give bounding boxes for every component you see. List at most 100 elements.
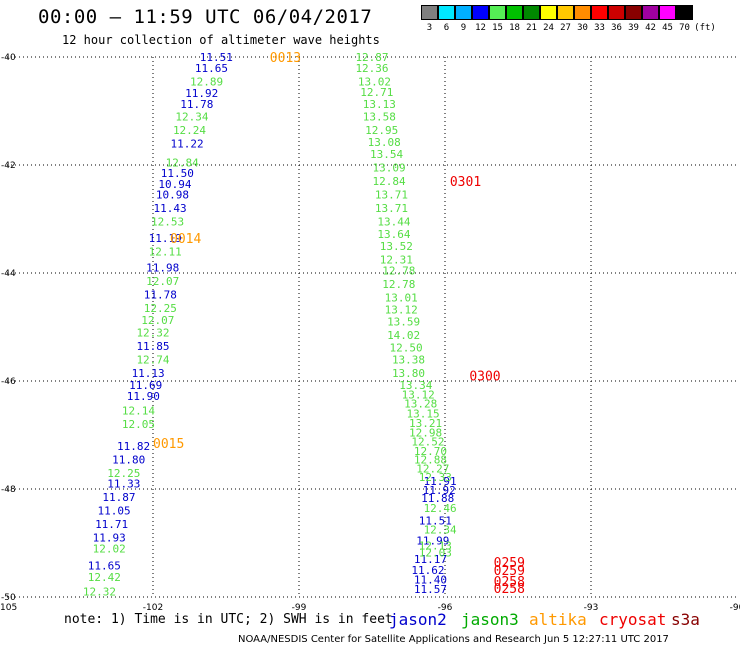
jason2-wave-height-label: 11.99: [416, 534, 449, 547]
jason2-wave-height-label: 10.98: [156, 189, 189, 202]
y-tick-label: -46: [1, 377, 16, 387]
colorbar-label: 39: [628, 23, 639, 33]
jason2-wave-height-label: 11.22: [171, 137, 204, 150]
colorbar-label: 45: [662, 23, 673, 33]
jason3-wave-height-label: 12.84: [372, 175, 405, 188]
page-title: 00:00 – 11:59 UTC 06/04/2017: [38, 6, 373, 28]
colorbar-unit: (ft): [694, 23, 716, 33]
jason2-wave-height-label: 11.90: [127, 390, 160, 403]
footnote: note: 1) Time is in UTC; 2) SWH is in fe…: [64, 612, 393, 627]
jason3-wave-height-label: 12.52: [411, 435, 444, 448]
x-tick-label: -102: [143, 603, 163, 610]
jason3-wave-height-label: 12.11: [149, 245, 182, 258]
jason2-wave-height-label: 11.33: [107, 478, 140, 491]
jason3-wave-height-label: 12.46: [424, 502, 457, 515]
page-subtitle: 12 hour collection of altimeter wave hei…: [62, 33, 380, 47]
jason3-wave-height-label: 13.28: [404, 398, 437, 411]
jason3-wave-height-label: 12.05: [122, 418, 155, 431]
colorbar-label: 6: [443, 23, 450, 33]
jason3-wave-height-label: 13.71: [375, 202, 408, 215]
jason3-wave-height-label: 13.08: [368, 136, 401, 149]
jason3-wave-height-label: 13.13: [363, 98, 396, 111]
cryosat-time-label: 0258: [494, 582, 525, 597]
jason3-wave-height-label: 12.34: [424, 524, 457, 537]
jason3-wave-height-label: 12.78: [382, 264, 415, 277]
jason3-wave-height-label: 12.78: [382, 278, 415, 291]
colorbar-label: 33: [594, 23, 605, 33]
colorbar-label: 36: [611, 23, 622, 33]
y-tick-label: -48: [1, 485, 16, 495]
jason2-wave-height-label: 11.43: [153, 202, 186, 215]
x-tick-label: -93: [584, 603, 599, 610]
colorbar-swatch: [455, 5, 472, 20]
jason3-wave-height-label: 12.07: [141, 314, 174, 327]
jason3-wave-height-label: 13.12: [385, 304, 418, 317]
colorbar-swatch: [506, 5, 523, 20]
jason2-wave-height-label: 11.65: [195, 62, 228, 75]
jason3-wave-height-label: 12.25: [107, 467, 140, 480]
x-tick-label: -96: [438, 603, 453, 610]
colorbar-label: 70: [679, 23, 690, 33]
jason3-wave-height-label: 12.13: [419, 540, 452, 553]
jason3-wave-height-label: 12.31: [380, 254, 413, 267]
jason2-wave-height-label: 11.19: [149, 232, 182, 245]
jason3-wave-height-label: 12.53: [151, 216, 184, 229]
credit-footer: NOAA/NESDIS Center for Satellite Applica…: [238, 634, 669, 645]
jason2-wave-height-label: 11.71: [95, 518, 128, 531]
jason3-wave-height-label: 13.58: [363, 110, 396, 123]
colorbar-label: 15: [492, 23, 503, 33]
jason3-wave-height-label: 12.89: [190, 75, 223, 88]
jason2-wave-height-label: 11.92: [185, 87, 218, 100]
colorbar-swatch: [642, 5, 659, 20]
cryosat-time-label: 0259: [494, 564, 525, 579]
jason2-wave-height-label: 11.87: [102, 491, 135, 504]
jason3-wave-height-label: 12.24: [173, 124, 206, 137]
jason3-wave-height-label: 12.27: [416, 462, 449, 475]
colorbar-swatch: [438, 5, 455, 20]
jason3-wave-height-label: 13.52: [380, 240, 413, 253]
colorbar-swatch: [421, 5, 438, 20]
jason2-wave-height-label: 11.13: [132, 367, 165, 380]
colorbar-swatch: [557, 5, 574, 20]
jason3-wave-height-label: 13.80: [392, 367, 425, 380]
jason3-wave-height-label: 12.74: [136, 353, 169, 366]
jason3-wave-height-label: 13.71: [375, 189, 408, 202]
jason2-wave-height-label: 11.51: [200, 51, 233, 64]
colorbar-swatch: [676, 5, 693, 20]
colorbar-label: 21: [526, 23, 537, 33]
jason2-wave-height-label: 11.98: [146, 262, 179, 275]
cryosat-time-label: 0259: [494, 556, 525, 571]
jason3-wave-height-label: 12.03: [419, 547, 452, 560]
jason3-wave-height-label: 13.01: [385, 291, 418, 304]
cryosat-time-label: 0258: [494, 575, 525, 590]
jason2-wave-height-label: 11.78: [144, 289, 177, 302]
colorbar-label: 27: [560, 23, 571, 33]
x-tick-label: -90: [730, 603, 740, 610]
colorbar-swatch: [625, 5, 642, 20]
altika-time-label: 0013: [270, 51, 301, 66]
y-tick-label: -42: [1, 161, 16, 171]
satellite-legend-jason2: jason2: [389, 610, 447, 629]
cryosat-time-label: 0300: [469, 370, 500, 385]
jason3-wave-height-label: 12.50: [390, 342, 423, 355]
jason2-wave-height-label: 11.80: [112, 453, 145, 466]
jason2-wave-height-label: 11.40: [414, 574, 447, 587]
jason2-wave-height-label: 11.92: [423, 484, 456, 497]
colorbar-swatch: [489, 5, 506, 20]
jason3-wave-height-label: 12.87: [355, 51, 388, 64]
cryosat-time-label: 0301: [450, 175, 481, 190]
jason2-wave-height-label: 11.05: [98, 505, 131, 518]
jason2-wave-height-label: 11.82: [117, 440, 150, 453]
jason3-wave-height-label: 12.25: [144, 302, 177, 315]
jason3-wave-height-label: 13.64: [377, 228, 410, 241]
jason3-wave-height-label: 12.42: [88, 571, 121, 584]
jason3-wave-height-label: 13.59: [387, 316, 420, 329]
jason2-wave-height-label: 11.50: [161, 167, 194, 180]
jason2-wave-height-label: 11.62: [411, 564, 444, 577]
jason3-wave-height-label: 12.71: [360, 86, 393, 99]
satellite-legend-jason3: jason3: [461, 610, 519, 629]
jason2-wave-height-label: 11.93: [93, 532, 126, 545]
jason3-wave-height-label: 12.02: [93, 542, 126, 555]
jason3-wave-height-label: 12.95: [365, 124, 398, 137]
colorbar-label: 3: [426, 23, 433, 33]
